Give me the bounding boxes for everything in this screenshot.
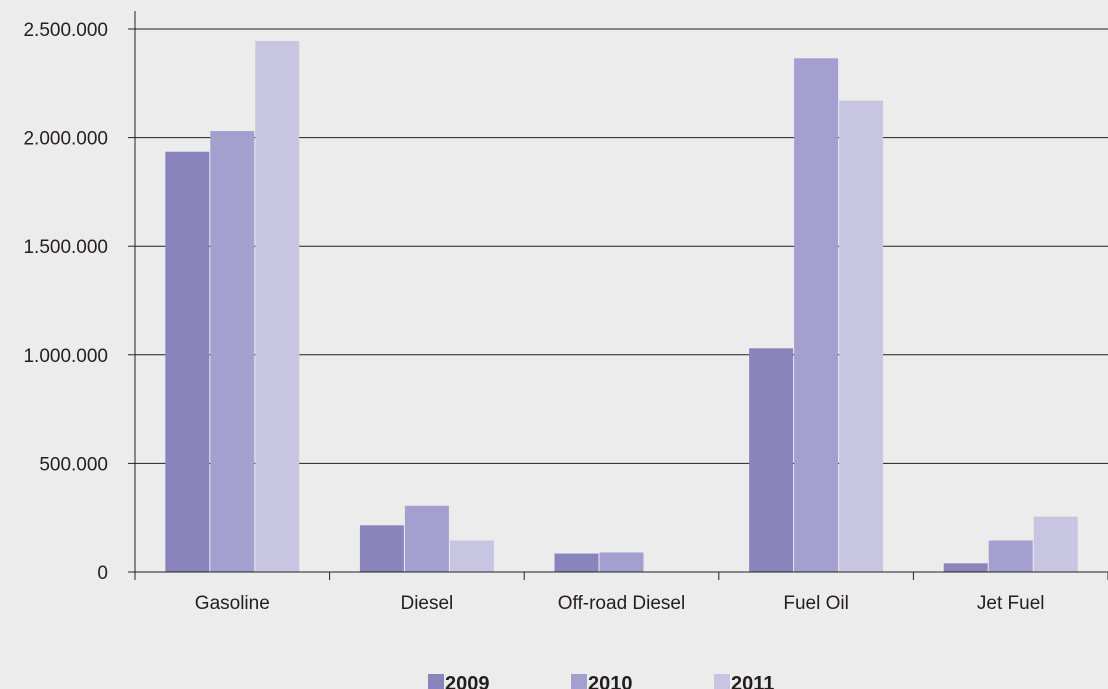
- legend-swatch-2010: [571, 674, 587, 689]
- bar-jet-fuel-2009: [943, 563, 988, 572]
- y-tick-label: 2.000.000: [23, 129, 108, 150]
- x-tick-label: Gasoline: [195, 593, 270, 614]
- bar-fuel-oil-2011: [839, 100, 884, 573]
- bar-off-road-diesel-2009: [554, 553, 599, 572]
- bar-off-road-diesel-2010: [599, 552, 644, 572]
- bar-gasoline-2011: [255, 40, 300, 573]
- y-tick-label: 0: [97, 563, 108, 584]
- x-tick-label: Jet Fuel: [977, 593, 1045, 614]
- y-tick-label: 2.500.000: [23, 20, 108, 41]
- y-tick-labels: 0 500.000 1.000.000 1.500.000 2.000.000 2.500…: [23, 20, 108, 584]
- y-tick-label: 1.000.000: [23, 346, 108, 367]
- bar-gasoline-2010: [210, 131, 255, 573]
- x-tick-label: Diesel: [400, 593, 453, 614]
- y-tick-label: 1.500.000: [23, 237, 108, 258]
- legend-label-2009: 2009: [445, 673, 490, 689]
- bar-jet-fuel-2010: [988, 540, 1033, 572]
- axes: [128, 11, 1108, 580]
- legend-swatch-2011: [714, 674, 730, 689]
- x-tick-labels: Gasoline Diesel Off-road Diesel Fuel Oil Jet…: [195, 593, 1045, 614]
- bar-diesel-2010: [404, 505, 449, 572]
- legend-label-2011: 2011: [731, 673, 774, 689]
- bars: [165, 40, 1078, 573]
- y-tick-label: 500.000: [39, 454, 108, 475]
- legend-swatch-2009: [428, 674, 444, 689]
- legend-label-2010: 2010: [588, 673, 633, 689]
- bar-diesel-2011: [449, 540, 494, 572]
- x-tick-label: Fuel Oil: [783, 593, 848, 614]
- bar-gasoline-2009: [165, 151, 210, 572]
- bar-jet-fuel-2011: [1033, 516, 1078, 572]
- bar-fuel-oil-2010: [794, 58, 839, 572]
- bar-fuel-oil-2009: [749, 348, 794, 572]
- bar-diesel-2009: [359, 525, 404, 572]
- x-tick-label: Off-road Diesel: [558, 593, 685, 614]
- legend: 2009 2010 2011: [428, 673, 774, 689]
